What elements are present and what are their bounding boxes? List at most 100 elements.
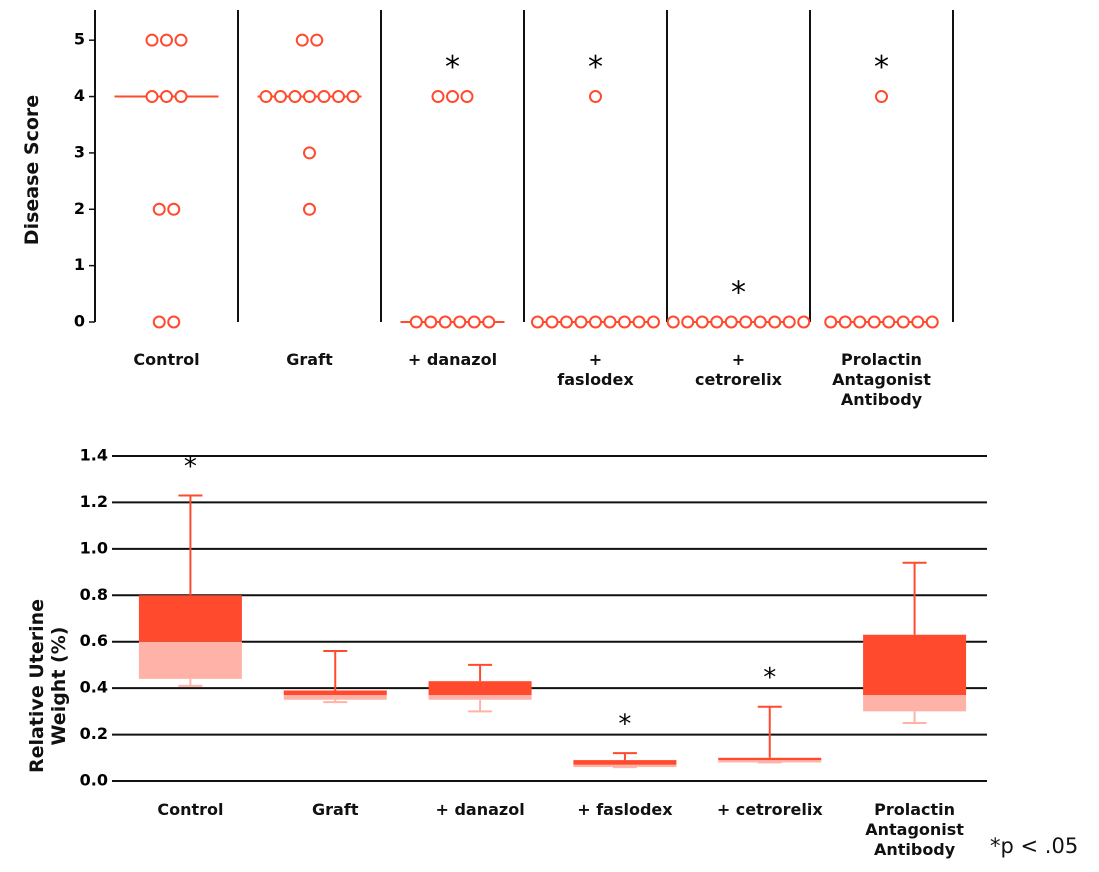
- data-point: [925, 315, 939, 329]
- data-point: [695, 315, 709, 329]
- data-point: [896, 315, 910, 329]
- significance-mark: *: [588, 50, 603, 85]
- data-point: [875, 90, 888, 104]
- data-point: [453, 315, 467, 329]
- box-upper: [718, 757, 822, 761]
- data-point: [768, 315, 782, 329]
- significance-mark: *: [184, 452, 197, 482]
- data-point: [310, 33, 324, 47]
- data-point: [647, 315, 660, 329]
- x-tick-label: + danazol: [407, 350, 498, 369]
- significance-mark: *: [874, 50, 889, 85]
- significance-mark: *: [618, 710, 631, 740]
- data-point: [545, 315, 559, 329]
- data-point: [797, 315, 811, 329]
- box-lower: [283, 695, 387, 700]
- y-tick-label: 0.4: [80, 678, 108, 697]
- y-axis-label: Relative Uterine Weight (%): [26, 598, 70, 774]
- data-point: [589, 315, 602, 329]
- data-point: [460, 90, 474, 104]
- data-point: [145, 90, 159, 104]
- x-tick-label: + cetrorelix: [695, 350, 782, 389]
- significance-mark: *: [763, 663, 776, 693]
- data-point: [911, 315, 925, 329]
- data-point: [753, 315, 767, 329]
- data-point: [632, 315, 646, 329]
- x-tick-label: Prolactin Antagonist Antibody: [865, 800, 964, 859]
- y-tick-label: 0.8: [80, 585, 108, 604]
- data-point: [438, 315, 452, 329]
- data-point: [160, 90, 173, 104]
- y-tick-label: 0: [74, 312, 85, 331]
- y-tick-label: 0.2: [80, 724, 108, 743]
- x-tick-label: Control: [133, 350, 200, 369]
- data-point: [295, 33, 309, 47]
- data-point: [710, 315, 724, 329]
- data-point: [782, 315, 796, 329]
- data-point: [174, 90, 188, 104]
- data-point: [288, 90, 302, 104]
- significance-mark: *: [445, 50, 460, 85]
- data-point: [681, 315, 695, 329]
- data-point: [303, 90, 316, 104]
- x-tick-label: + danazol: [435, 800, 525, 819]
- data-point: [560, 315, 573, 329]
- box-lower: [428, 695, 532, 700]
- box-lower: [138, 641, 242, 679]
- y-tick-label: 1.0: [80, 538, 108, 557]
- box-upper: [573, 760, 677, 765]
- data-point: [152, 315, 166, 329]
- y-tick-label: 0.6: [80, 631, 108, 650]
- box-lower: [573, 764, 677, 768]
- box-upper: [138, 595, 242, 642]
- data-point: [145, 33, 159, 47]
- x-tick-label: Graft: [312, 800, 359, 819]
- data-point: [303, 146, 316, 160]
- data-point: [424, 315, 438, 329]
- y-tick-label: 1.2: [80, 492, 108, 511]
- data-point: [482, 315, 496, 329]
- data-point: [167, 315, 181, 329]
- x-tick-label: Graft: [286, 350, 333, 369]
- data-point: [739, 315, 753, 329]
- x-tick-label: + cetrorelix: [716, 800, 823, 819]
- data-point: [346, 90, 360, 104]
- data-point: [882, 315, 896, 329]
- data-point: [317, 90, 331, 104]
- data-point: [853, 315, 867, 329]
- data-point: [531, 315, 544, 329]
- data-point: [152, 202, 166, 216]
- y-tick-label: 1.4: [80, 446, 108, 465]
- data-point: [303, 202, 316, 216]
- box-upper: [428, 681, 532, 696]
- box-lower: [863, 695, 967, 712]
- footnote: *p < .05: [990, 834, 1079, 858]
- x-tick-label: Control: [157, 800, 224, 819]
- y-tick-label: 3: [74, 142, 85, 161]
- y-tick-label: 2: [74, 199, 85, 218]
- data-point: [409, 315, 423, 329]
- significance-mark: *: [731, 276, 746, 311]
- data-point: [666, 315, 680, 329]
- data-point: [867, 315, 881, 329]
- data-point: [259, 90, 273, 104]
- x-tick-label: + faslodex: [557, 350, 634, 389]
- data-point: [838, 315, 852, 329]
- box-upper: [283, 690, 387, 696]
- y-tick-label: 4: [74, 86, 85, 105]
- data-point: [603, 315, 617, 329]
- data-point: [724, 315, 738, 329]
- x-tick-label: Prolactin Antagonist Antibody: [832, 350, 931, 409]
- data-point: [824, 315, 838, 329]
- data-point: [618, 315, 631, 329]
- x-tick-label: + faslodex: [577, 800, 673, 819]
- data-point: [160, 33, 173, 47]
- data-point: [167, 202, 181, 216]
- data-point: [467, 315, 481, 329]
- data-point: [332, 90, 345, 104]
- y-tick-label: 0.0: [80, 771, 108, 790]
- data-point: [431, 90, 445, 104]
- data-point: [174, 33, 188, 47]
